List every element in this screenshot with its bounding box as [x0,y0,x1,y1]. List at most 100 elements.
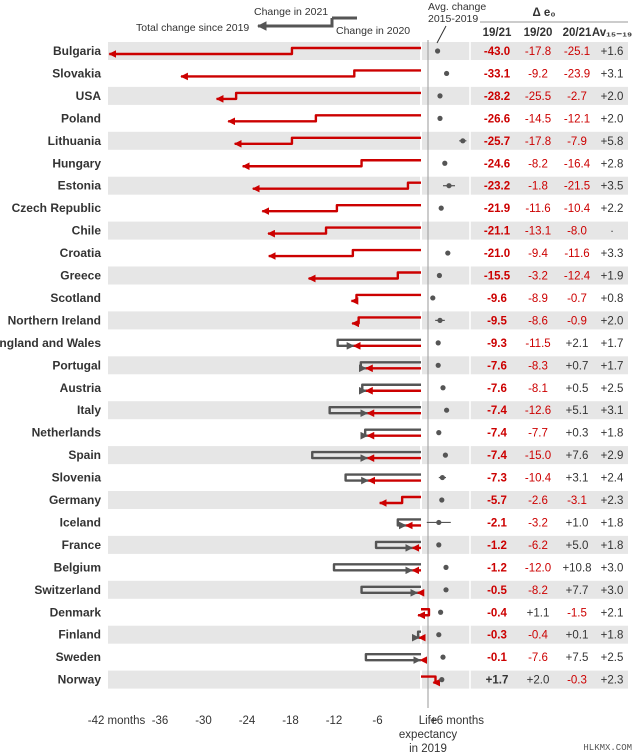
value-19-20: -11.6 [525,203,550,215]
value-avg: +2.4 [601,473,624,485]
value-19-21: +1.7 [486,675,509,687]
table-row: Switzerland -0.5 -8.2 +7.7 +3.0 [34,583,623,597]
avg-change-point [443,564,449,570]
value-20-21: +1.0 [566,517,589,529]
table-row: Denmark -0.4 +1.1 -1.5 +2.1 [50,605,624,619]
row-stripe [108,491,628,509]
value-20-21: +7.6 [566,450,589,462]
value-avg: +5.8 [601,136,624,148]
value-19-21: -21.0 [484,248,510,260]
value-19-20: -17.8 [525,46,551,58]
yearly-change-path [328,406,421,418]
row-stripe [108,670,628,689]
table-row: Finland -0.3 -0.4 +0.1 +1.8 [58,628,623,642]
value-20-21: +0.5 [566,383,589,395]
table-row: Croatia -21.0 -9.4 -11.6 +3.3 [60,246,624,260]
value-19-21: -26.6 [484,113,510,125]
value-19-20: -3.2 [528,271,548,283]
country-label: Lithuania [48,134,102,148]
avg-change-point [435,340,441,346]
country-label: Chile [72,224,102,238]
chart-rows: Bulgaria -43.0 -17.8 -25.1 +1.6 Slovakia -33.1… [0,44,624,687]
value-20-21: +0.3 [566,428,589,440]
value-19-20: -8.1 [528,383,548,395]
total-change-arrow [351,316,421,328]
row-stripe [108,176,628,195]
value-19-21: -43.0 [484,46,510,58]
avg-change-point [444,70,450,77]
value-19-21: -7.4 [487,428,507,440]
value-19-21: -1.2 [487,562,507,574]
total-change-arrow [378,495,421,507]
value-avg: · [610,226,614,238]
reference-lines [420,40,471,708]
total-change-arrow [252,181,421,193]
value-20-21: +2.1 [566,338,589,350]
table-row: Sweden -0.1 -7.6 +7.5 +2.5 [56,650,624,664]
value-19-20: -12.0 [525,562,551,574]
value-avg: +1.8 [601,630,624,642]
yearly-change-path [364,652,422,664]
value-19-20: +1.1 [527,607,550,619]
row-stripe [108,86,628,105]
value-20-21: -12.1 [564,113,590,125]
country-label: Slovakia [52,66,101,80]
country-label: Portugal [52,358,101,372]
country-label: Poland [61,111,101,125]
value-19-21: -0.1 [487,652,507,664]
yearly-change-path [358,361,421,373]
value-19-21: -0.3 [487,630,507,642]
table-row: Hungary -24.6 -8.2 -16.4 +2.8 [52,156,623,170]
value-19-20: -3.2 [528,517,548,529]
value-20-21: -3.1 [567,495,587,507]
total-change-arrow [108,46,421,58]
value-avg: +2.0 [601,91,624,103]
table-row: England and Wales -9.3 -11.5 +2.1 +1.7 [0,336,623,350]
total-change-arrow [180,69,421,81]
value-avg: +3.3 [601,248,624,260]
value-19-21: -21.1 [484,226,511,238]
yearly-change-path [344,473,421,485]
country-label: USA [76,89,102,103]
yearly-change-path [332,563,421,575]
table-row: Slovakia -33.1 -9.2 -23.9 +3.1 [52,66,623,80]
avg-change-point [436,542,442,548]
country-label: Netherlands [32,426,102,440]
value-19-20: +2.0 [527,675,550,687]
total-change-arrow [421,675,441,687]
life-label-2: expectancy [399,729,457,741]
table-row: Chile -21.1 -13.1 -8.0 · [72,224,614,238]
value-avg: +3.5 [601,181,624,193]
value-19-21: -21.9 [484,203,510,215]
table-row: Czech Republic -21.9 -11.6 -10.4 +2.2 [12,201,624,215]
avg-change-label-1: Avg. change [428,1,486,13]
value-19-20: -8.9 [528,293,548,305]
value-20-21: -23.9 [564,68,590,80]
country-label: Spain [68,448,101,462]
table-row: Poland -26.6 -14.5 -12.1 +2.0 [61,111,623,125]
value-19-20: -15.0 [525,450,551,462]
avg-change-point [440,385,446,391]
value-20-21: -7.9 [567,136,587,148]
value-20-21: -11.6 [564,248,589,260]
yearly-change-path [411,630,421,642]
total-change-arrow [261,203,421,215]
value-19-21: -25.7 [484,136,510,148]
table-row: Germany -5.7 -2.6 -3.1 +2.3 [49,493,623,507]
value-19-21: -15.5 [484,271,511,283]
change-2021-label: Change in 2021 [254,6,328,18]
avg-change-point [438,205,444,211]
value-20-21: -2.7 [567,91,587,103]
value-20-21: +3.1 [566,473,589,485]
change-2020-label: Change in 2020 [336,25,410,37]
avg-change-point [436,272,442,279]
value-avg: +1.8 [601,540,624,552]
value-avg: +2.5 [601,383,624,395]
yearly-change-path [358,383,421,395]
value-19-21: -23.2 [484,181,510,193]
row-stripe [108,221,628,240]
value-19-20: -8.2 [528,158,548,170]
total-change-label: Total change since 2019 [136,22,249,34]
avg-change-point [437,93,443,99]
value-19-21: -5.7 [487,495,507,507]
